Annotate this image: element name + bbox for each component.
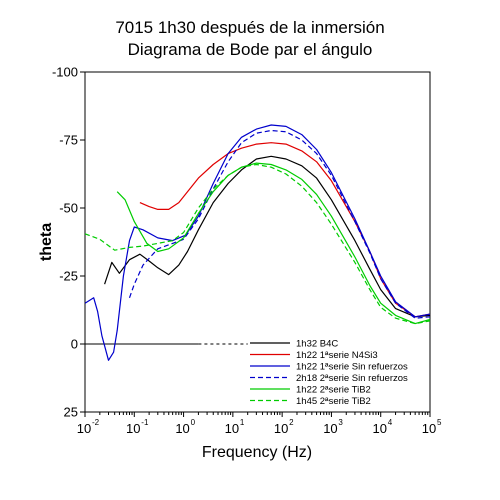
x-tick-base: 10 xyxy=(323,421,337,436)
x-tick-label: 10 -1 xyxy=(126,418,149,436)
legend-label: 1h22 1ªserie Sin refuerzos xyxy=(296,362,408,373)
plot-frame xyxy=(84,71,431,413)
x-tick-label: 10 5 xyxy=(422,418,442,436)
x-tick-exponent: 2 xyxy=(289,418,294,427)
x-tick-label: 10 -2 xyxy=(77,418,100,436)
legend-label: 1h22 1ªserie N4Si3 xyxy=(296,350,378,361)
y-axis: -100 -75 -50 -25 0 25 xyxy=(52,65,85,420)
y-tick-label: -25 xyxy=(59,269,78,284)
x-tick-label: 10 1 xyxy=(225,418,245,436)
y-axis-title: theta xyxy=(38,223,55,261)
legend-label: 1h45 2ªserie TiB2 xyxy=(296,396,371,407)
x-tick-exponent: 5 xyxy=(437,418,442,427)
x-tick-base: 10 xyxy=(274,421,288,436)
legend-label: 2h18 2ªserie Sin refuerzos xyxy=(296,373,408,384)
x-axis: 10 -2 10 -1 10 0 10 1 10 2 10 3 10 4 10 5 xyxy=(77,412,442,436)
x-tick-base: 10 xyxy=(126,421,140,436)
y-tick-label: 25 xyxy=(64,405,78,420)
x-tick-label: 10 2 xyxy=(274,418,294,436)
x-tick-exponent: 3 xyxy=(338,418,343,427)
x-tick-exponent: 1 xyxy=(240,418,245,427)
chart-title: 7015 1h30 después de la inmersión xyxy=(115,18,384,37)
series-line xyxy=(84,163,431,325)
y-tick-label: 0 xyxy=(71,337,78,352)
x-axis-title: Frequency (Hz) xyxy=(202,444,312,461)
x-tick-exponent: -2 xyxy=(92,418,100,427)
series-line xyxy=(116,162,431,325)
x-tick-label: 10 3 xyxy=(323,418,343,436)
x-tick-base: 10 xyxy=(225,421,239,436)
series-line xyxy=(104,155,431,318)
chart-subtitle: Diagrama de Bode par el ángulo xyxy=(128,40,373,59)
x-tick-label: 10 4 xyxy=(372,418,392,436)
x-tick-label: 10 0 xyxy=(175,418,195,436)
legend-label: 1h32 B4C xyxy=(296,339,338,350)
x-tick-base: 10 xyxy=(372,421,386,436)
series-line xyxy=(139,142,431,318)
series-line xyxy=(84,124,431,361)
y-tick-label: -75 xyxy=(59,133,78,148)
x-tick-exponent: 4 xyxy=(388,418,393,427)
x-tick-exponent: -1 xyxy=(141,418,149,427)
x-tick-base: 10 xyxy=(77,421,91,436)
x-tick-base: 10 xyxy=(422,421,436,436)
x-tick-exponent: 0 xyxy=(191,418,196,427)
x-tick-base: 10 xyxy=(175,421,189,436)
series-line xyxy=(128,129,431,319)
y-tick-label: -50 xyxy=(59,201,78,216)
y-tick-label: -100 xyxy=(52,65,78,80)
series-layer xyxy=(84,124,431,361)
legend-label: 1h22 2ªserie TiB2 xyxy=(296,385,371,396)
